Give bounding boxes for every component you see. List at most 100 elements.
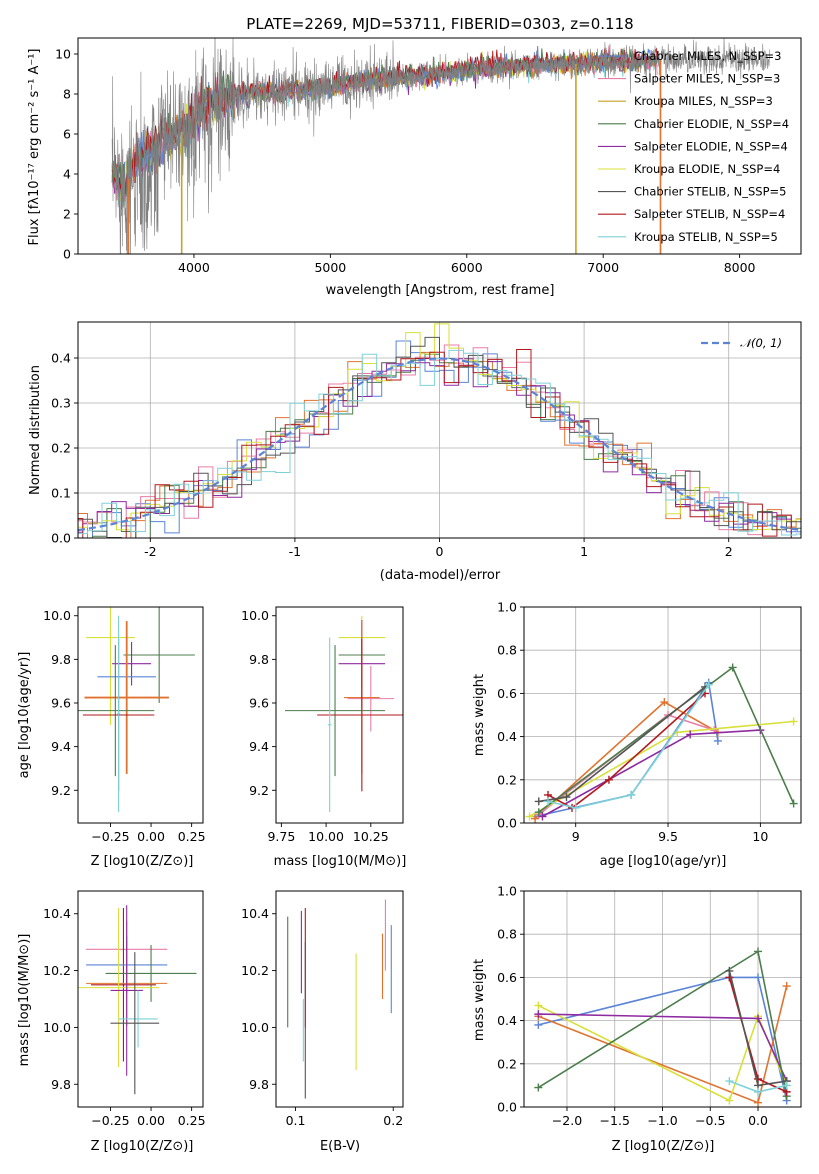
y-tick-label: 10.4 xyxy=(241,906,269,921)
legend-label: Salpeter MILES, N_SSP=3 xyxy=(634,72,780,86)
series-line-salpeter_stelib xyxy=(548,693,705,808)
legend-label: Kroupa ELODIE, N_SSP=4 xyxy=(634,162,780,176)
y-tick-label: 9.8 xyxy=(249,1077,269,1092)
series-marker xyxy=(790,800,798,808)
x-axis-label: mass [log10(M/M⊙)] xyxy=(274,854,407,869)
y-tick-label: 9.6 xyxy=(51,696,71,711)
legend: Chabrier MILES, N_SSP=3 Salpeter MILES, N… xyxy=(598,49,789,244)
y-axis-label: Flux [fλ10⁻¹⁷ erg cm⁻² s⁻¹ A⁻¹] xyxy=(27,49,42,246)
y-tick-label: 0.1 xyxy=(51,486,71,501)
plot-area xyxy=(526,663,798,822)
x-tick-label: 10 xyxy=(752,829,768,844)
series-marker xyxy=(725,1077,733,1085)
x-tick-label: 5000 xyxy=(314,260,346,275)
y-tick-label: 9.2 xyxy=(249,783,269,798)
plot-area xyxy=(285,616,407,812)
y-tick-label: 10.4 xyxy=(43,906,71,921)
x-tick-label: 0.0 xyxy=(748,1113,768,1128)
y-tick-label: 6 xyxy=(63,127,71,142)
x-tick-label: 7000 xyxy=(587,260,619,275)
x-tick-label: 0.00 xyxy=(137,1113,165,1128)
legend-label: Salpeter STELIB, N_SSP=4 xyxy=(634,207,785,221)
x-tick-label: 0 xyxy=(436,544,444,559)
x-axis-label: Z [log10(Z/Z⊙)] xyxy=(612,1139,715,1154)
x-tick-label: 0.1 xyxy=(286,1113,306,1128)
axes-frame xyxy=(78,891,203,1107)
x-tick-label: 9 xyxy=(572,829,580,844)
y-tick-label: 0.0 xyxy=(497,1100,517,1115)
y-tick-label: 0.4 xyxy=(497,729,517,744)
y-tick-label: 0.2 xyxy=(51,441,71,456)
x-tick-label: 6000 xyxy=(451,260,483,275)
y-tick-label: 0.6 xyxy=(497,686,517,701)
y-tick-label: 8 xyxy=(63,87,71,102)
y-axis-label: mass weight xyxy=(472,959,487,1041)
series-line-chabrier_elodie xyxy=(539,668,794,813)
x-tick-label: −0.5 xyxy=(695,1113,725,1128)
y-tick-label: 9.8 xyxy=(51,1077,71,1092)
y-tick-label: 2 xyxy=(63,207,71,222)
plot-area xyxy=(288,900,392,1099)
y-tick-label: 1.0 xyxy=(497,600,517,615)
y-tick-label: 0.8 xyxy=(497,643,517,658)
y-tick-label: 9.2 xyxy=(51,783,71,798)
x-tick-label: 9.5 xyxy=(658,829,678,844)
y-tick-label: 9.4 xyxy=(249,739,269,754)
x-tick-label: 0.25 xyxy=(178,1113,206,1128)
series-marker xyxy=(572,804,580,812)
x-tick-label: −0.25 xyxy=(91,1113,129,1128)
plot-area xyxy=(76,550,195,812)
x-tick-label: 10.00 xyxy=(308,829,344,844)
series-marker xyxy=(534,1001,542,1009)
x-tick-label: −1.5 xyxy=(600,1113,630,1128)
y-tick-label: 10.0 xyxy=(241,1020,269,1035)
y-axis-label: age [log10(age/yr)] xyxy=(17,652,32,779)
x-axis-label: age [log10(age/yr)] xyxy=(600,854,727,869)
legend-label: Chabrier ELODIE, N_SSP=4 xyxy=(634,117,789,131)
x-tick-label: −0.25 xyxy=(91,829,129,844)
x-axis-label: (data-model)/error xyxy=(380,568,501,583)
spectrum-panel: PLATE=2269, MJD=53711, FIBERID=0303, z=0… xyxy=(27,12,801,298)
x-tick-label: 0.2 xyxy=(383,1113,403,1128)
y-axis-label: mass [log10(M/M⊙)] xyxy=(17,934,32,1067)
x-tick-label: 0.25 xyxy=(178,829,206,844)
y-tick-label: 0.4 xyxy=(51,351,71,366)
y-tick-label: 0.2 xyxy=(497,1056,517,1071)
x-tick-label: 8000 xyxy=(724,260,756,275)
series-marker xyxy=(790,717,798,725)
y-tick-label: 10 xyxy=(55,47,71,62)
x-tick-label: −1.0 xyxy=(647,1113,677,1128)
series-marker xyxy=(534,1021,542,1029)
y-axis-label: Normed distribution xyxy=(28,365,43,495)
series-marker xyxy=(725,1097,733,1105)
x-tick-label: 0.00 xyxy=(137,829,165,844)
y-tick-label: 0.8 xyxy=(497,927,517,942)
x-axis-label: wavelength [Angstrom, rest frame] xyxy=(326,283,555,298)
x-axis-label: Z [log10(Z/Z⊙)] xyxy=(91,1139,194,1154)
plot-area xyxy=(64,324,819,538)
y-tick-label: 0.4 xyxy=(497,1013,517,1028)
plot-area xyxy=(78,905,197,1094)
y-tick-label: 9.8 xyxy=(249,652,269,667)
series-marker xyxy=(783,982,791,990)
y-tick-label: 4 xyxy=(63,167,71,182)
series-marker xyxy=(754,947,762,955)
series-marker xyxy=(535,797,543,805)
legend-label: Kroupa STELIB, N_SSP=5 xyxy=(634,230,778,244)
y-tick-label: 10.2 xyxy=(43,963,71,978)
y-tick-label: 0.3 xyxy=(51,396,71,411)
series-marker xyxy=(754,973,762,981)
legend-label-gaussian: 𝒩(0, 1) xyxy=(740,336,782,350)
series-marker xyxy=(714,737,722,745)
y-tick-label: 10.0 xyxy=(43,608,71,623)
legend-label: Salpeter ELODIE, N_SSP=4 xyxy=(634,139,788,153)
legend-label: Chabrier MILES, N_SSP=3 xyxy=(634,49,781,63)
y-tick-label: 0 xyxy=(63,247,71,262)
